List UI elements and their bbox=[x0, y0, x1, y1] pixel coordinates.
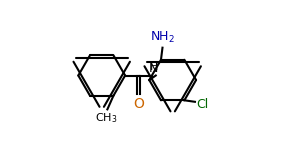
Text: CH$_3$: CH$_3$ bbox=[95, 111, 118, 125]
Text: N: N bbox=[149, 62, 159, 75]
Text: O: O bbox=[133, 97, 144, 111]
Text: H: H bbox=[150, 62, 158, 72]
Text: Cl: Cl bbox=[196, 98, 209, 111]
Text: NH$_2$: NH$_2$ bbox=[150, 30, 175, 45]
